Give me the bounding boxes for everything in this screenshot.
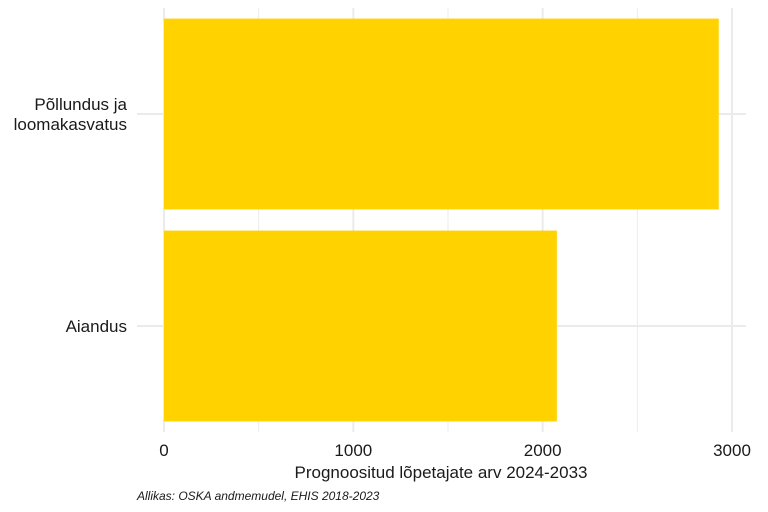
bar — [164, 230, 557, 422]
x-tick-label: 1000 — [334, 441, 372, 460]
bars — [164, 18, 719, 422]
x-tick-label: 2000 — [524, 441, 562, 460]
source-caption: Allikas: OSKA andmemudel, EHIS 2018-2023 — [136, 489, 380, 503]
x-tick-labels: 0 1000 2000 3000 — [159, 441, 751, 460]
category-labels: Põllundus ja loomakasvatus Aiandus — [14, 95, 128, 336]
x-tick-label: 0 — [159, 441, 168, 460]
x-axis-title: Prognoositud lõpetajate arv 2024-2033 — [295, 463, 588, 482]
category-label: Põllundus ja loomakasvatus — [14, 95, 128, 134]
bar — [164, 18, 719, 210]
category-label: Aiandus — [66, 317, 127, 336]
x-tick-label: 3000 — [713, 441, 751, 460]
